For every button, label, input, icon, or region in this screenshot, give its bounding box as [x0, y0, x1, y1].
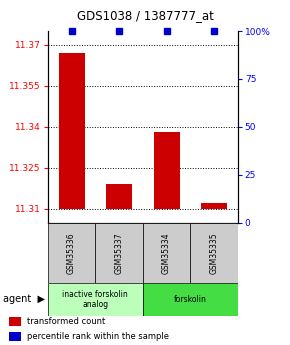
Bar: [153, 132, 180, 209]
Bar: [143, 283, 238, 316]
Text: GSM35337: GSM35337: [115, 232, 124, 274]
Text: percentile rank within the sample: percentile rank within the sample: [27, 332, 169, 341]
Text: GSM35336: GSM35336: [67, 232, 76, 274]
Bar: [95, 223, 143, 283]
Text: forskolin: forskolin: [174, 295, 207, 304]
Text: GSM35335: GSM35335: [210, 232, 219, 274]
Text: GDS1038 / 1387777_at: GDS1038 / 1387777_at: [77, 9, 213, 22]
Bar: [106, 184, 132, 209]
Bar: [190, 223, 238, 283]
Text: agent  ▶: agent ▶: [3, 294, 45, 304]
Bar: [59, 53, 85, 209]
Bar: [48, 283, 143, 316]
Bar: [9, 317, 21, 326]
Bar: [143, 223, 190, 283]
Bar: [48, 223, 95, 283]
Text: GSM35334: GSM35334: [162, 232, 171, 274]
Bar: [201, 204, 227, 209]
Text: inactive forskolin
analog: inactive forskolin analog: [62, 289, 128, 309]
Text: transformed count: transformed count: [27, 317, 105, 326]
Bar: [9, 332, 21, 342]
